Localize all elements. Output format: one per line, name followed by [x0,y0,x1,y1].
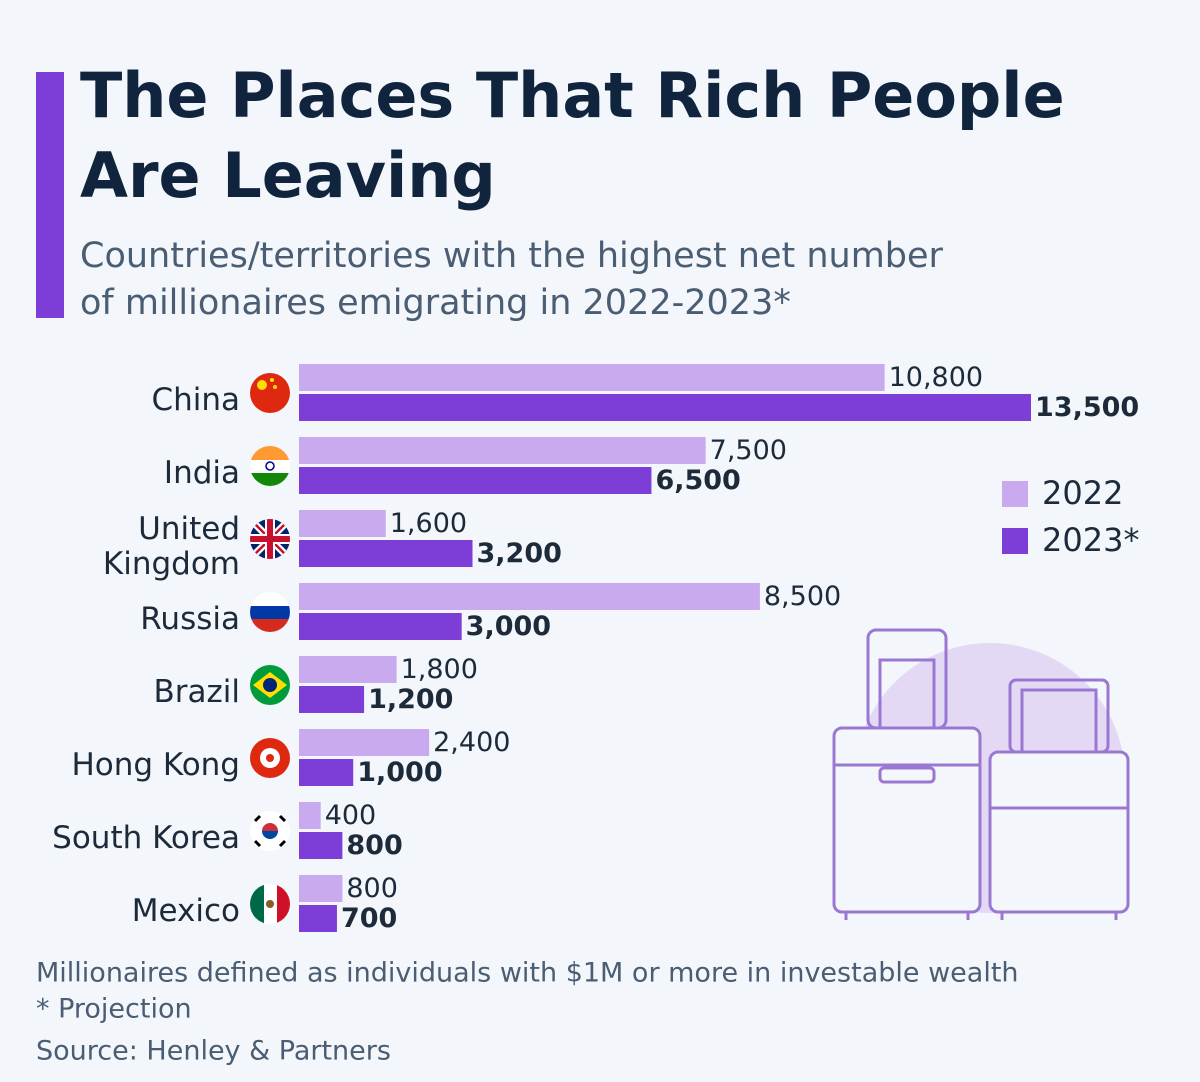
value-label: 1,000 [357,757,442,788]
bar [299,540,473,567]
chart-subtitle: Countries/territories with the highest n… [80,236,944,276]
bar [299,510,386,537]
value-label: 13,500 [1035,392,1139,423]
category-label: China [151,382,240,419]
chart-title: The Places That Rich People [80,59,1065,132]
note: * Projection [36,994,192,1025]
category-label: Russia [140,601,240,638]
bar [299,802,321,829]
value-label: 3,000 [466,611,551,642]
bar [299,729,430,756]
category-label: India [163,455,240,492]
note: Millionaires defined as individuals with… [36,958,1019,989]
bar [299,832,343,859]
value-label: 1,800 [401,654,478,685]
bar [299,686,365,713]
source: Source: Henley & Partners [36,1036,391,1067]
category-label: Mexico [131,893,240,930]
bar [299,875,343,902]
value-label: 6,500 [655,465,740,496]
category-label: Brazil [153,674,240,711]
value-label: 8,500 [764,581,841,612]
value-label: 2,400 [433,727,510,758]
legend-label: 2022 [1042,474,1123,512]
flags [250,373,290,924]
value-label: 800 [346,830,402,861]
value-label: 7,500 [710,435,787,466]
legend-swatch [1002,528,1028,554]
bar [299,437,706,464]
value-label: 400 [325,800,377,831]
bar [299,583,760,610]
legend-label: 2023* [1042,521,1139,559]
bar [299,364,885,391]
category-label: South Korea [52,820,240,857]
legend-swatch [1002,481,1028,507]
value-label: 1,600 [390,508,467,539]
accent-bar [36,72,64,318]
bar [299,467,652,494]
category-label: Hong Kong [71,747,240,784]
chart-title: Are Leaving [80,139,496,212]
value-label: 3,200 [477,538,562,569]
category-label: United Kingdom [102,510,240,582]
value-label: 10,800 [889,362,983,393]
bar [299,759,354,786]
value-label: 700 [341,903,397,934]
bar [299,613,462,640]
luggage-illustration [832,628,1130,920]
bar [299,394,1031,421]
chart-subtitle: of millionaires emigrating in 2022-2023* [80,283,791,323]
value-label: 1,200 [368,684,453,715]
value-label: 800 [346,873,398,904]
bar [299,656,397,683]
bar [299,905,337,932]
